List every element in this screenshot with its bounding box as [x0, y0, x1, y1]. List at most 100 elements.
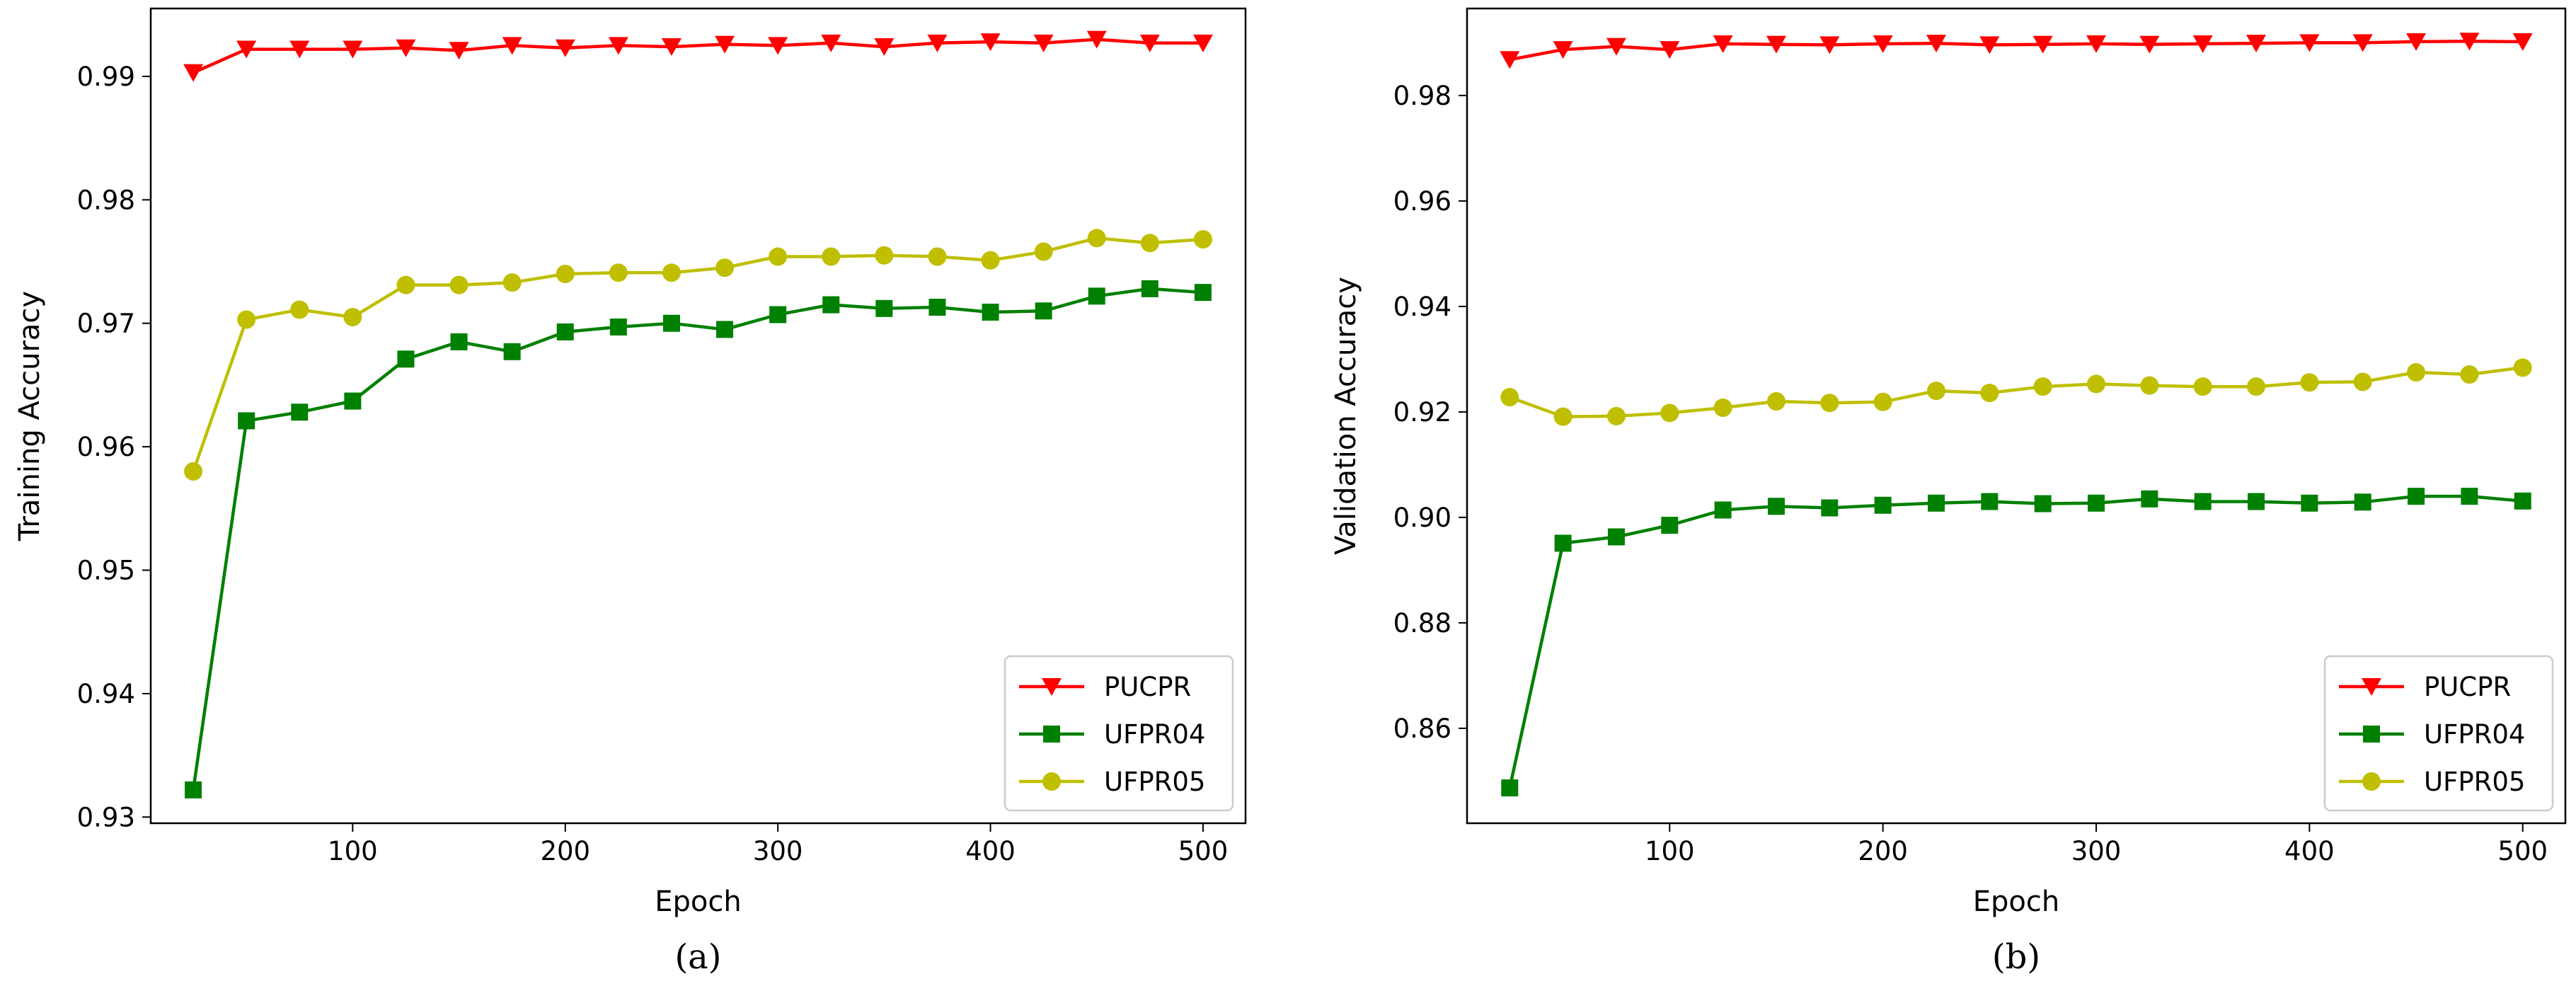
data-point-ufpr05 [1087, 229, 1106, 248]
y-tick-label: 0.94 [1393, 292, 1451, 322]
data-point-ufpr04 [556, 323, 574, 340]
data-point-ufpr05 [875, 246, 894, 265]
data-point-pucpr [821, 34, 841, 52]
data-point-pucpr [927, 34, 948, 52]
data-point-pucpr [1139, 34, 1160, 52]
data-point-ufpr05 [2460, 365, 2479, 384]
data-point-ufpr05 [2353, 372, 2372, 391]
data-point-ufpr04 [2194, 493, 2212, 510]
data-point-ufpr05 [2087, 374, 2106, 394]
data-point-ufpr05 [1553, 407, 1572, 426]
data-point-ufpr05 [2033, 377, 2052, 396]
data-point-ufpr04 [344, 392, 362, 410]
data-point-ufpr04 [397, 350, 415, 368]
data-point-ufpr05 [2300, 373, 2319, 392]
data-point-pucpr [2459, 33, 2480, 51]
data-point-ufpr05 [1820, 394, 1839, 413]
data-point-ufpr04 [2301, 494, 2318, 512]
x-tick-label: 300 [2071, 836, 2122, 866]
data-point-ufpr05 [769, 247, 788, 266]
data-point-pucpr [2139, 35, 2160, 54]
data-point-ufpr04 [1821, 499, 1839, 517]
data-point-ufpr04 [1194, 284, 1212, 302]
data-point-pucpr [1660, 41, 1680, 59]
data-point-ufpr05 [2247, 377, 2266, 396]
legend-box [2323, 655, 2554, 812]
data-point-ufpr05 [2140, 376, 2159, 395]
data-point-ufpr04 [769, 306, 787, 323]
y-tick-label: 0.96 [1393, 186, 1451, 217]
data-point-ufpr05 [1713, 398, 1732, 417]
data-point-ufpr05 [1926, 382, 1945, 401]
legend-label-ufpr04: UFPR04 [1104, 719, 1205, 750]
data-point-pucpr [2086, 35, 2107, 53]
data-point-ufpr04 [2354, 493, 2371, 511]
legend-marker-ufpr05 [1042, 772, 1061, 791]
data-point-ufpr04 [1088, 287, 1105, 305]
x-tick-label: 200 [1858, 836, 1908, 866]
data-point-ufpr04 [2248, 493, 2265, 510]
data-point-pucpr [1873, 35, 1893, 53]
data-point-ufpr04 [1501, 779, 1519, 797]
data-point-pucpr [2246, 35, 2267, 53]
panel-caption: (a) [674, 937, 721, 977]
data-point-ufpr05 [1500, 388, 1519, 407]
data-point-pucpr [1979, 36, 2000, 55]
data-point-ufpr04 [2461, 488, 2478, 505]
y-tick-label: 0.94 [77, 679, 135, 709]
data-point-ufpr04 [662, 314, 680, 332]
data-point-ufpr05 [1873, 392, 1892, 411]
data-point-ufpr05 [2407, 363, 2426, 382]
x-tick-label: 200 [540, 836, 590, 866]
data-point-pucpr [449, 42, 469, 60]
data-point-ufpr04 [928, 299, 946, 316]
y-tick-label: 0.98 [1393, 81, 1451, 111]
data-point-ufpr05 [1034, 242, 1053, 261]
data-point-pucpr [555, 39, 575, 57]
data-point-ufpr05 [343, 307, 362, 326]
data-point-ufpr04 [982, 304, 999, 321]
data-point-ufpr04 [1141, 280, 1158, 297]
data-point-pucpr [236, 40, 257, 59]
data-point-pucpr [2406, 33, 2427, 51]
legend-marker-ufpr04 [2363, 726, 2380, 743]
data-point-ufpr04 [1035, 302, 1052, 320]
data-point-pucpr [2192, 35, 2213, 53]
data-point-ufpr04 [1554, 534, 1572, 552]
x-tick-label: 500 [1178, 836, 1229, 866]
data-point-pucpr [1766, 35, 1786, 54]
panel-caption: (b) [1992, 937, 2040, 977]
data-point-pucpr [396, 39, 416, 57]
data-point-ufpr04 [291, 403, 309, 421]
data-point-ufpr05 [2193, 377, 2212, 396]
series-line-ufpr05 [191, 236, 1204, 472]
x-tick-label: 300 [753, 836, 803, 866]
data-point-ufpr05 [822, 247, 841, 266]
data-point-pucpr [2352, 34, 2373, 52]
data-point-pucpr [715, 35, 735, 54]
legend: PUCPR UFPR04 UFPR05 [2323, 655, 2554, 812]
data-point-ufpr04 [609, 318, 627, 336]
data-point-ufpr04 [503, 343, 521, 360]
legend-label-pucpr: PUCPR [2424, 672, 2511, 702]
y-tick-label: 0.97 [77, 309, 135, 339]
data-point-pucpr [1713, 35, 1733, 53]
data-point-ufpr05 [2513, 358, 2532, 377]
y-tick-label: 0.86 [1393, 714, 1451, 744]
data-point-pucpr [1819, 36, 1840, 55]
data-point-ufpr05 [502, 273, 522, 292]
data-point-pucpr [608, 37, 628, 55]
data-point-ufpr05 [449, 275, 468, 294]
legend-box [1004, 655, 1234, 812]
data-point-pucpr [2032, 35, 2053, 54]
y-tick-label: 0.93 [77, 802, 135, 832]
data-point-ufpr04 [1927, 494, 1945, 512]
data-point-ufpr05 [396, 275, 415, 294]
data-point-pucpr [1500, 51, 1520, 69]
data-point-pucpr [343, 40, 363, 59]
y-axis-label: Training Accuracy [13, 291, 46, 542]
data-point-ufpr04 [2088, 494, 2105, 512]
series-line-pucpr [1509, 39, 2523, 62]
data-point-ufpr04 [875, 299, 893, 317]
data-point-ufpr04 [716, 321, 734, 338]
